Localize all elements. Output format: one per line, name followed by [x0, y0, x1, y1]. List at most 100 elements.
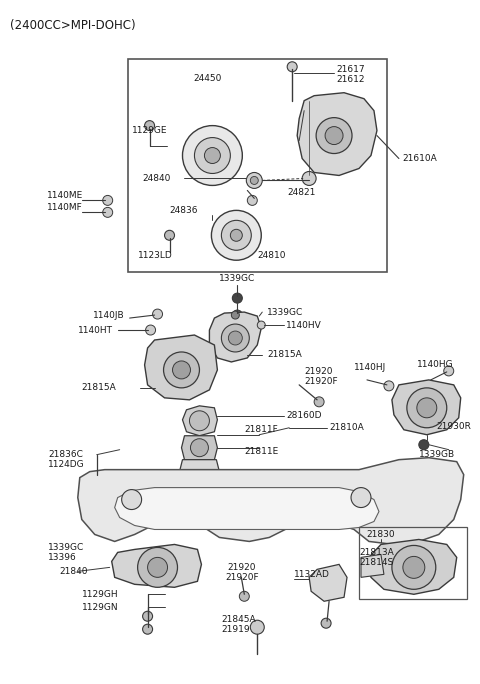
- Text: 21920: 21920: [304, 367, 333, 376]
- Text: 1339GB: 1339GB: [419, 450, 455, 459]
- Circle shape: [417, 398, 437, 418]
- Text: 1124DG: 1124DG: [48, 460, 84, 469]
- Text: 1339GC: 1339GC: [267, 308, 303, 317]
- Circle shape: [194, 137, 230, 174]
- Polygon shape: [144, 335, 217, 400]
- Polygon shape: [112, 544, 202, 588]
- Circle shape: [190, 411, 209, 431]
- Polygon shape: [297, 93, 377, 176]
- Text: 1129GH: 1129GH: [82, 590, 119, 598]
- Text: 21920F: 21920F: [304, 378, 338, 386]
- Polygon shape: [181, 436, 217, 460]
- Text: 21811F: 21811F: [244, 425, 278, 434]
- Circle shape: [191, 438, 208, 457]
- Circle shape: [314, 397, 324, 407]
- Circle shape: [153, 309, 163, 319]
- Circle shape: [228, 331, 242, 345]
- Text: 1339GC: 1339GC: [48, 543, 84, 552]
- Text: 24810: 24810: [257, 251, 286, 260]
- Circle shape: [407, 388, 447, 428]
- Circle shape: [257, 321, 265, 329]
- Polygon shape: [78, 458, 464, 544]
- Circle shape: [103, 196, 113, 205]
- Text: 21830: 21830: [367, 530, 395, 539]
- Circle shape: [250, 176, 258, 185]
- Text: 21814S: 21814S: [359, 558, 393, 567]
- Text: 21617: 21617: [336, 65, 365, 75]
- Circle shape: [147, 557, 168, 577]
- Circle shape: [287, 62, 297, 72]
- Text: 1140HG: 1140HG: [417, 360, 454, 369]
- Polygon shape: [367, 540, 457, 594]
- Circle shape: [321, 618, 331, 628]
- Circle shape: [138, 547, 178, 588]
- Text: 1129GN: 1129GN: [82, 603, 119, 611]
- Text: 28160D: 28160D: [286, 411, 322, 420]
- Text: 1132AD: 1132AD: [294, 570, 330, 579]
- Text: 24840: 24840: [143, 174, 171, 183]
- Polygon shape: [392, 380, 461, 435]
- Circle shape: [316, 118, 352, 153]
- Circle shape: [232, 310, 242, 320]
- Circle shape: [204, 148, 220, 163]
- Circle shape: [145, 325, 156, 335]
- Circle shape: [247, 196, 257, 205]
- Circle shape: [351, 488, 371, 508]
- Circle shape: [231, 311, 240, 319]
- Text: 21815A: 21815A: [82, 383, 117, 393]
- Circle shape: [325, 127, 343, 144]
- Text: (2400CC>MPI-DOHC): (2400CC>MPI-DOHC): [10, 19, 135, 32]
- Polygon shape: [180, 460, 219, 484]
- Text: 1339GC: 1339GC: [219, 274, 255, 282]
- Text: 21930R: 21930R: [437, 422, 472, 432]
- Circle shape: [221, 324, 249, 352]
- Text: 21840: 21840: [60, 567, 88, 576]
- Circle shape: [121, 490, 142, 510]
- Circle shape: [403, 556, 425, 579]
- Polygon shape: [182, 406, 217, 436]
- Circle shape: [246, 172, 262, 188]
- Text: 1129GE: 1129GE: [132, 126, 167, 135]
- Circle shape: [392, 545, 436, 590]
- Circle shape: [164, 352, 200, 388]
- Text: 24821: 24821: [287, 188, 315, 197]
- Circle shape: [143, 624, 153, 634]
- Text: 24836: 24836: [169, 206, 198, 215]
- Text: 21815A: 21815A: [267, 350, 302, 360]
- Text: 1123LD: 1123LD: [138, 251, 172, 260]
- Text: 1140HT: 1140HT: [78, 326, 113, 334]
- Text: 1140ME: 1140ME: [47, 191, 83, 200]
- Circle shape: [103, 207, 113, 218]
- Circle shape: [419, 440, 429, 449]
- Text: 21813A: 21813A: [359, 548, 394, 557]
- Polygon shape: [309, 564, 347, 601]
- Circle shape: [182, 126, 242, 185]
- Circle shape: [444, 366, 454, 376]
- Bar: [128, 59, 387, 272]
- Text: 1140JB: 1140JB: [93, 311, 124, 319]
- Polygon shape: [115, 488, 379, 529]
- Text: 21920F: 21920F: [226, 573, 259, 582]
- Circle shape: [92, 472, 102, 482]
- Circle shape: [250, 620, 264, 634]
- Bar: [359, 527, 467, 599]
- Polygon shape: [209, 312, 261, 362]
- Text: 1140HJ: 1140HJ: [354, 363, 386, 372]
- Circle shape: [221, 220, 252, 250]
- Circle shape: [165, 231, 175, 240]
- Circle shape: [144, 120, 155, 131]
- Text: 1140MF: 1140MF: [47, 203, 83, 212]
- Text: 21610A: 21610A: [402, 154, 437, 163]
- Circle shape: [232, 293, 242, 303]
- Text: 21612: 21612: [336, 75, 365, 84]
- Text: 13396: 13396: [48, 553, 77, 562]
- Text: 21845A: 21845A: [221, 615, 256, 624]
- Circle shape: [384, 381, 394, 391]
- Circle shape: [172, 361, 191, 379]
- Text: 21811E: 21811E: [244, 447, 278, 456]
- Circle shape: [302, 172, 316, 185]
- Polygon shape: [361, 555, 384, 577]
- Circle shape: [240, 591, 249, 601]
- Text: 1140HV: 1140HV: [286, 321, 322, 330]
- Circle shape: [230, 229, 242, 241]
